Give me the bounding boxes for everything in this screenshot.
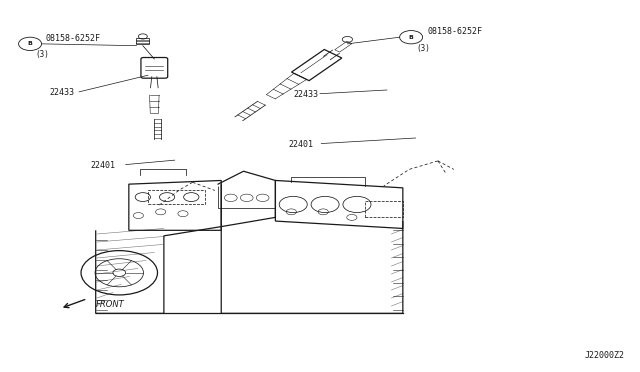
Text: 22401: 22401 (288, 140, 313, 149)
Text: (3): (3) (416, 44, 430, 53)
Text: 08158-6252F: 08158-6252F (427, 27, 482, 36)
Text: 08158-6252F: 08158-6252F (46, 34, 101, 43)
Bar (365, 201, 403, 217)
Bar (148, 190, 205, 205)
Text: 22401: 22401 (91, 161, 116, 170)
Text: B: B (409, 35, 413, 40)
Text: 22433: 22433 (293, 90, 318, 99)
Text: FRONT: FRONT (96, 300, 124, 310)
Text: J22000Z2: J22000Z2 (584, 351, 625, 360)
Text: B: B (28, 41, 33, 46)
Text: 22433: 22433 (49, 89, 74, 97)
Text: (3): (3) (35, 51, 49, 60)
